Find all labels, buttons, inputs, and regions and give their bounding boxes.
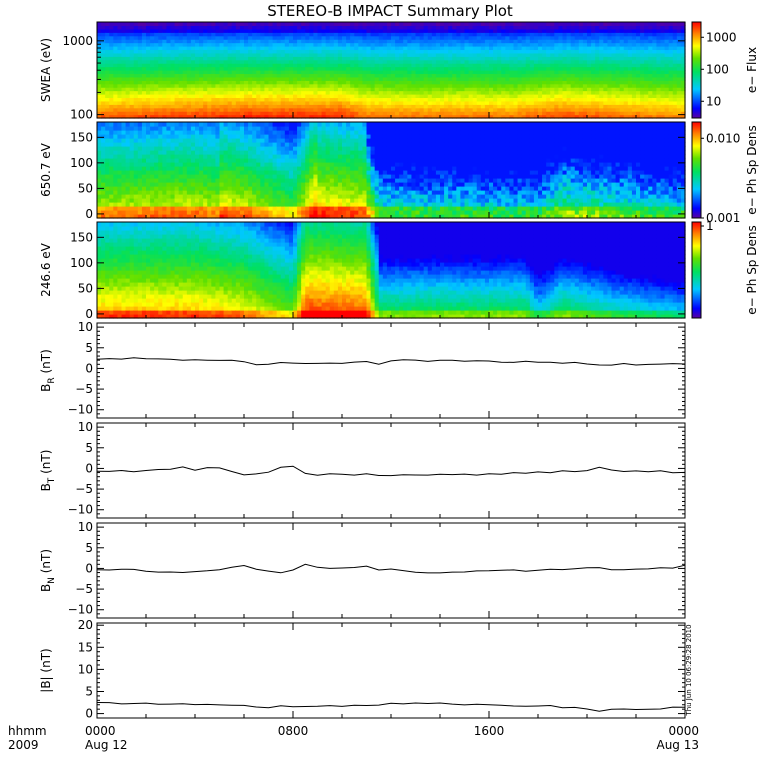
y-axis-label: |B| (nT)	[39, 648, 53, 692]
colorbar-tick-label: 0.001	[706, 211, 740, 225]
series-line	[96, 702, 686, 712]
y-tick-label: 15	[78, 640, 93, 654]
spectrogram-swea: 100 1000 SWEA (eV) 10 100 1000 e− Flux	[39, 21, 759, 122]
y-axis-label: BR (nT)	[39, 349, 57, 392]
colorbar-tick-label: 1000	[706, 30, 737, 44]
x-tick-label: 1600	[474, 724, 505, 738]
x-tick-date-label: Aug 12	[85, 738, 128, 752]
y-tick-label: 50	[78, 181, 93, 195]
y-axis-label: 650.7 eV	[39, 142, 53, 197]
panel-frame	[96, 322, 686, 419]
y-tick-label: 150	[70, 130, 93, 144]
x-tick-label: 0800	[278, 724, 309, 738]
y-tick-label: 100	[70, 256, 93, 270]
y-tick-label: −5	[75, 482, 93, 496]
x-tick-label: 0000	[668, 724, 699, 738]
y-tick-label: 0	[85, 461, 93, 475]
panel-frame	[96, 522, 686, 619]
y-tick-label: 10	[78, 520, 93, 534]
y-tick-label: 10	[78, 320, 93, 334]
line-panel-2: −10 −5 0 5 10 BT (nT)	[39, 420, 686, 519]
panel-frame	[96, 422, 686, 519]
y-tick-label: −5	[75, 382, 93, 396]
y-tick-label: 100	[70, 108, 93, 122]
line-panel-1: −10 −5 0 5 10 BR (nT)	[39, 320, 686, 419]
series-line	[96, 563, 686, 574]
y-axis-label: BT (nT)	[39, 450, 57, 492]
y-axis-label: 246.6 eV	[39, 242, 53, 297]
y-tick-label: 5	[85, 441, 93, 455]
y-tick-label: 0	[85, 307, 93, 321]
y-tick-label: −10	[68, 403, 93, 417]
y-tick-label: 50	[78, 281, 93, 295]
y-tick-label: 0	[85, 361, 93, 375]
y-tick-label: 5	[85, 341, 93, 355]
y-tick-label: 1000	[62, 34, 93, 48]
colorbar	[691, 21, 702, 119]
colorbar-tick-label: 0.010	[706, 131, 740, 145]
timestamp-stamp: Thu Jun 10 06:29:28 2010	[685, 624, 693, 716]
series-line	[96, 357, 686, 366]
colorbar-tick-label: 10	[706, 94, 721, 108]
x-axis-label-year: 2009	[8, 738, 39, 752]
x-tick-label: 0000	[85, 724, 116, 738]
colorbar-tick-label: 100	[706, 62, 729, 76]
y-axis-label: BN (nT)	[39, 549, 57, 592]
y-tick-label: −10	[68, 603, 93, 617]
y-tick-label: −5	[75, 582, 93, 596]
colorbar-label: e− Flux	[745, 47, 759, 93]
plot-title: STEREO-B IMPACT Summary Plot	[267, 2, 513, 20]
y-tick-label: 0	[85, 561, 93, 575]
y-tick-label: 0	[85, 707, 93, 721]
line-panel-3: −10 −5 0 5 10 BN (nT)	[39, 520, 686, 619]
y-tick-label: 5	[85, 541, 93, 555]
line-panel-4: 0 5 10 15 20 |B| (nT)	[39, 618, 686, 721]
colorbar	[691, 221, 702, 319]
colorbar-label: e− Ph Sp Dens	[745, 225, 759, 314]
spectrogram-pad246: 0 50 100 150 246.6 eV 1 e− Ph Sp Dens	[39, 219, 759, 321]
y-tick-label: 20	[78, 618, 93, 632]
y-tick-label: −10	[68, 503, 93, 517]
series-line	[96, 465, 686, 477]
x-axis-label-hhmm: hhmm	[8, 724, 47, 738]
x-tick-date-label: Aug 13	[656, 738, 699, 752]
colorbar-label: e− Ph Sp Dens	[745, 125, 759, 214]
y-tick-label: 0	[85, 207, 93, 221]
y-tick-label: 100	[70, 156, 93, 170]
y-tick-label: 10	[78, 420, 93, 434]
spectrogram-pad650: 0 50 100 150 650.7 eV 0.001 0.010 e− Ph Sp Dens	[39, 121, 759, 225]
colorbar	[691, 121, 702, 219]
y-tick-label: 5	[85, 684, 93, 698]
colorbar-tick-label: 1	[706, 219, 714, 233]
y-axis-label: SWEA (eV)	[39, 38, 53, 102]
y-tick-label: 10	[78, 662, 93, 676]
y-tick-label: 150	[70, 230, 93, 244]
